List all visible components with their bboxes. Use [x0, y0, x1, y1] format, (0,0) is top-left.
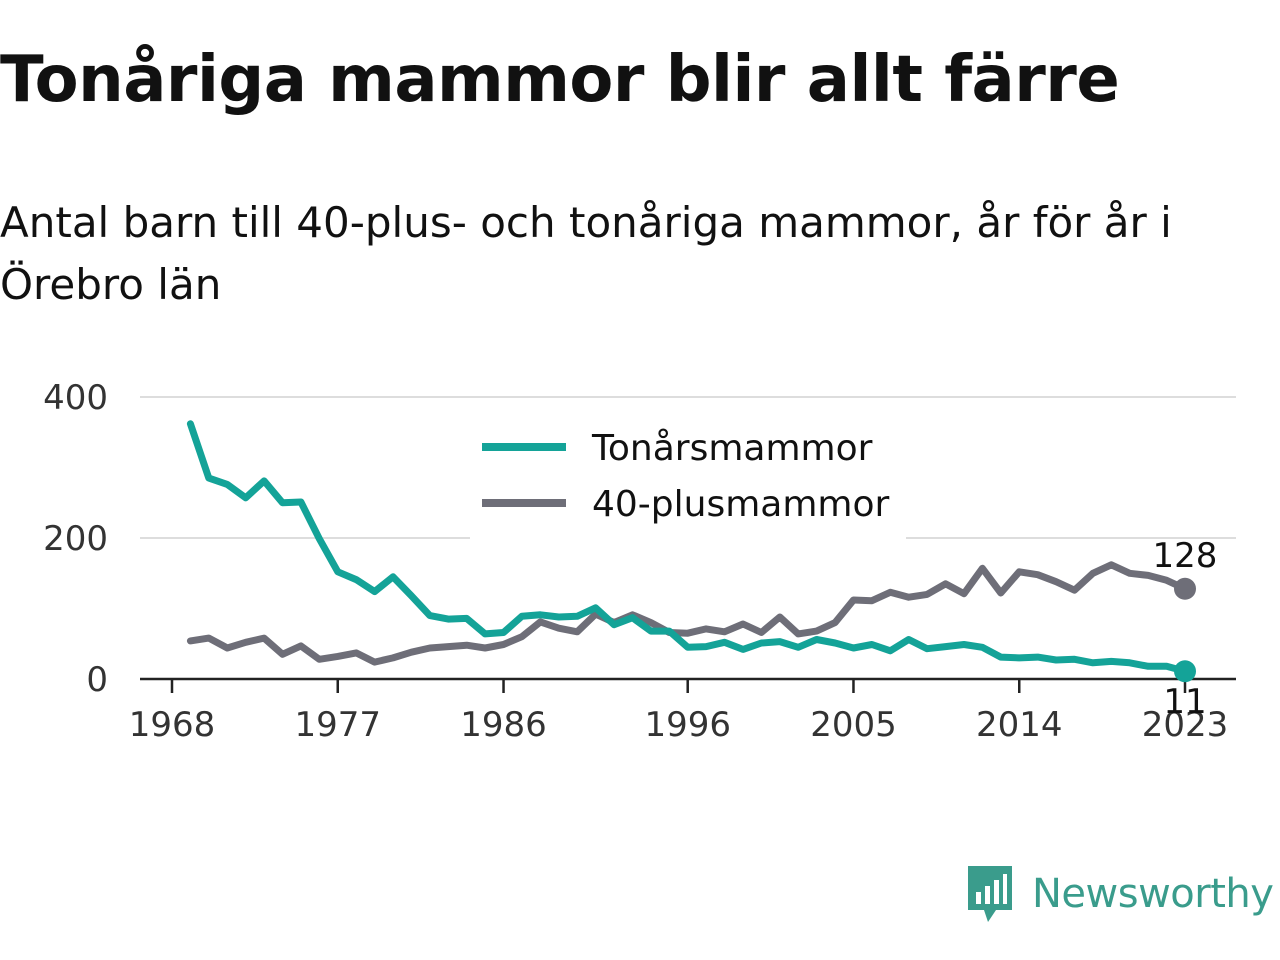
x-tick-label: 1996	[644, 705, 731, 745]
legend-label: Tonårsmammor	[591, 428, 873, 469]
x-axis: 1968 1977 1986 1996 2005 2014 2023	[129, 677, 1236, 745]
newsworthy-chart-icon	[968, 866, 1012, 922]
end-value-label: 11	[1163, 682, 1206, 722]
x-tick-label: 1968	[129, 705, 216, 745]
x-tick-label: 2014	[976, 705, 1063, 745]
end-point-marker	[1174, 577, 1196, 600]
series-lines	[186, 420, 1189, 675]
y-tick-label: 400	[43, 378, 108, 418]
line-chart: 1968 1977 1986 1996 2005 2014 2023 0 200 400 Ton…	[43, 378, 1236, 745]
x-tick-label: 1977	[294, 705, 381, 745]
legend: Tonårsmammor 40-plusmammor	[470, 416, 906, 540]
end-labels: 11 128	[1153, 536, 1218, 722]
legend-background	[470, 416, 906, 540]
x-tick-label: 2023	[1142, 705, 1229, 745]
y-tick-label: 200	[43, 519, 108, 559]
legend-label: 40-plusmammor	[592, 484, 890, 525]
chart-title: Tonåriga mammor blir allt färre	[0, 43, 1120, 117]
brand-name: Newsworthy	[1032, 871, 1274, 917]
x-tick-label: 2005	[810, 705, 897, 745]
series-line-tonarsmammor	[186, 420, 1189, 675]
chart-subtitle: Antal barn till 40-plus- och tonåriga ma…	[0, 198, 1172, 309]
y-axis: 0 200 400	[43, 378, 108, 700]
y-tick-label: 0	[86, 660, 108, 700]
x-tick-label: 1986	[460, 705, 547, 745]
newsworthy-logo: Newsworthy	[964, 862, 1274, 926]
end-point-marker	[1174, 660, 1196, 683]
series-line-40-plusmammor	[186, 561, 1189, 666]
end-value-label: 128	[1153, 536, 1218, 576]
